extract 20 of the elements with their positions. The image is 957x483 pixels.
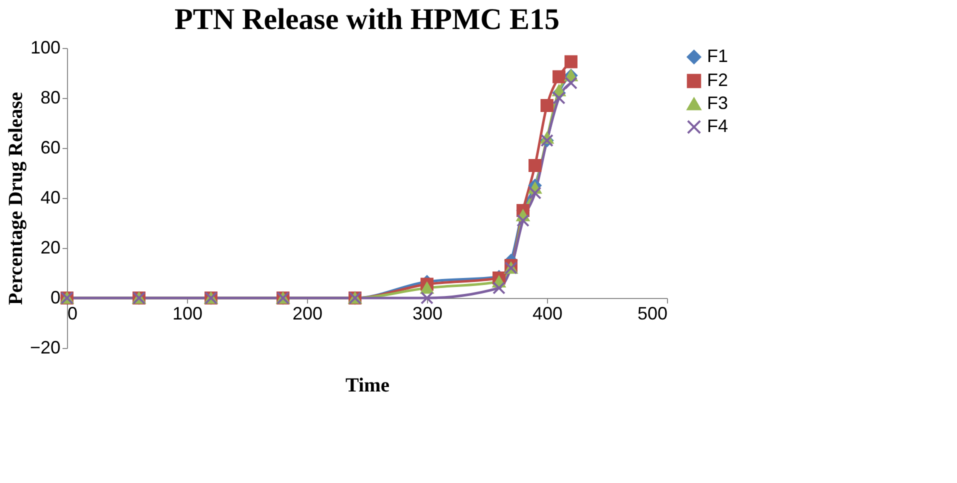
x-tick-label: 0 xyxy=(68,304,78,324)
x-tick-label: 200 xyxy=(292,304,323,324)
y-tick-label: 20 xyxy=(40,238,60,258)
x-tick-label: 400 xyxy=(532,304,563,324)
x-tick-label: 300 xyxy=(412,304,443,324)
y-tick-label: −20 xyxy=(30,338,60,358)
chart-title: PTN Release with HPMC E15 xyxy=(174,3,560,36)
y-tick-label: 0 xyxy=(50,288,60,308)
x-tick-label: 500 xyxy=(637,304,668,324)
x-axis-title: Time xyxy=(345,374,390,396)
y-tick-label: 80 xyxy=(40,88,60,108)
y-tick-label: 40 xyxy=(40,188,60,208)
y-tick-label: 100 xyxy=(30,38,60,58)
legend-label: F3 xyxy=(707,93,728,113)
y-tick-label: 60 xyxy=(40,138,60,158)
x-tick-label: 100 xyxy=(172,304,203,324)
legend-label: F2 xyxy=(707,70,728,90)
y-axis-title: Percentage Drug Release xyxy=(4,92,27,305)
legend-label: F1 xyxy=(707,46,728,66)
legend-label: F4 xyxy=(707,116,728,136)
